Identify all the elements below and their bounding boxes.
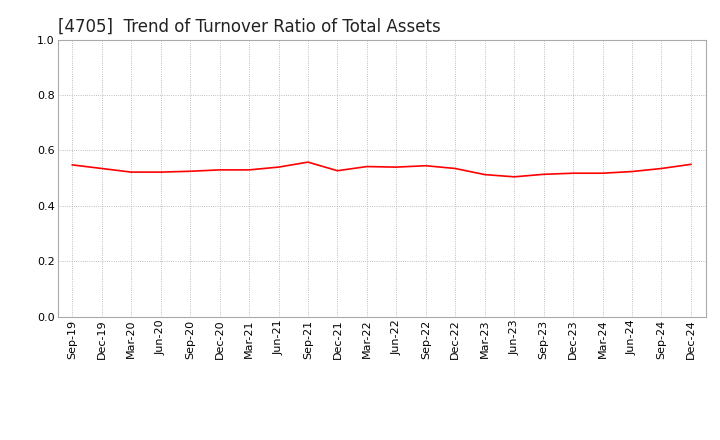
Text: [4705]  Trend of Turnover Ratio of Total Assets: [4705] Trend of Turnover Ratio of Total … [58, 17, 441, 35]
